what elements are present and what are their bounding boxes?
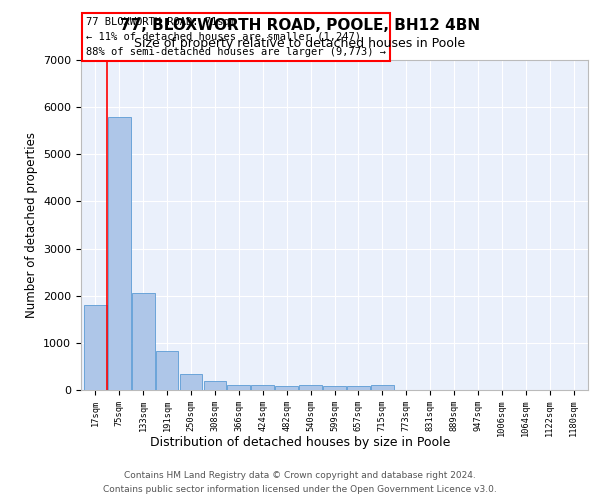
Bar — [275, 386, 298, 390]
Y-axis label: Number of detached properties: Number of detached properties — [25, 132, 38, 318]
Text: 77, BLOXWORTH ROAD, POOLE, BH12 4BN: 77, BLOXWORTH ROAD, POOLE, BH12 4BN — [120, 18, 480, 32]
Text: 77 BLOXWORTH ROAD: 71sqm
← 11% of detached houses are smaller (1,247)
88% of sem: 77 BLOXWORTH ROAD: 71sqm ← 11% of detach… — [86, 17, 386, 56]
Bar — [347, 386, 370, 390]
Text: Distribution of detached houses by size in Poole: Distribution of detached houses by size … — [150, 436, 450, 449]
Bar — [179, 374, 202, 390]
Bar — [371, 386, 394, 390]
Bar — [323, 386, 346, 390]
Text: Contains public sector information licensed under the Open Government Licence v3: Contains public sector information licen… — [103, 484, 497, 494]
Text: Contains HM Land Registry data © Crown copyright and database right 2024.: Contains HM Land Registry data © Crown c… — [124, 472, 476, 480]
Bar — [299, 386, 322, 390]
Bar — [203, 381, 226, 390]
Bar — [84, 305, 107, 390]
Bar — [227, 384, 250, 390]
Bar — [251, 385, 274, 390]
Bar — [132, 293, 155, 390]
Bar — [108, 116, 131, 390]
Text: Size of property relative to detached houses in Poole: Size of property relative to detached ho… — [134, 38, 466, 51]
Bar — [156, 352, 178, 390]
